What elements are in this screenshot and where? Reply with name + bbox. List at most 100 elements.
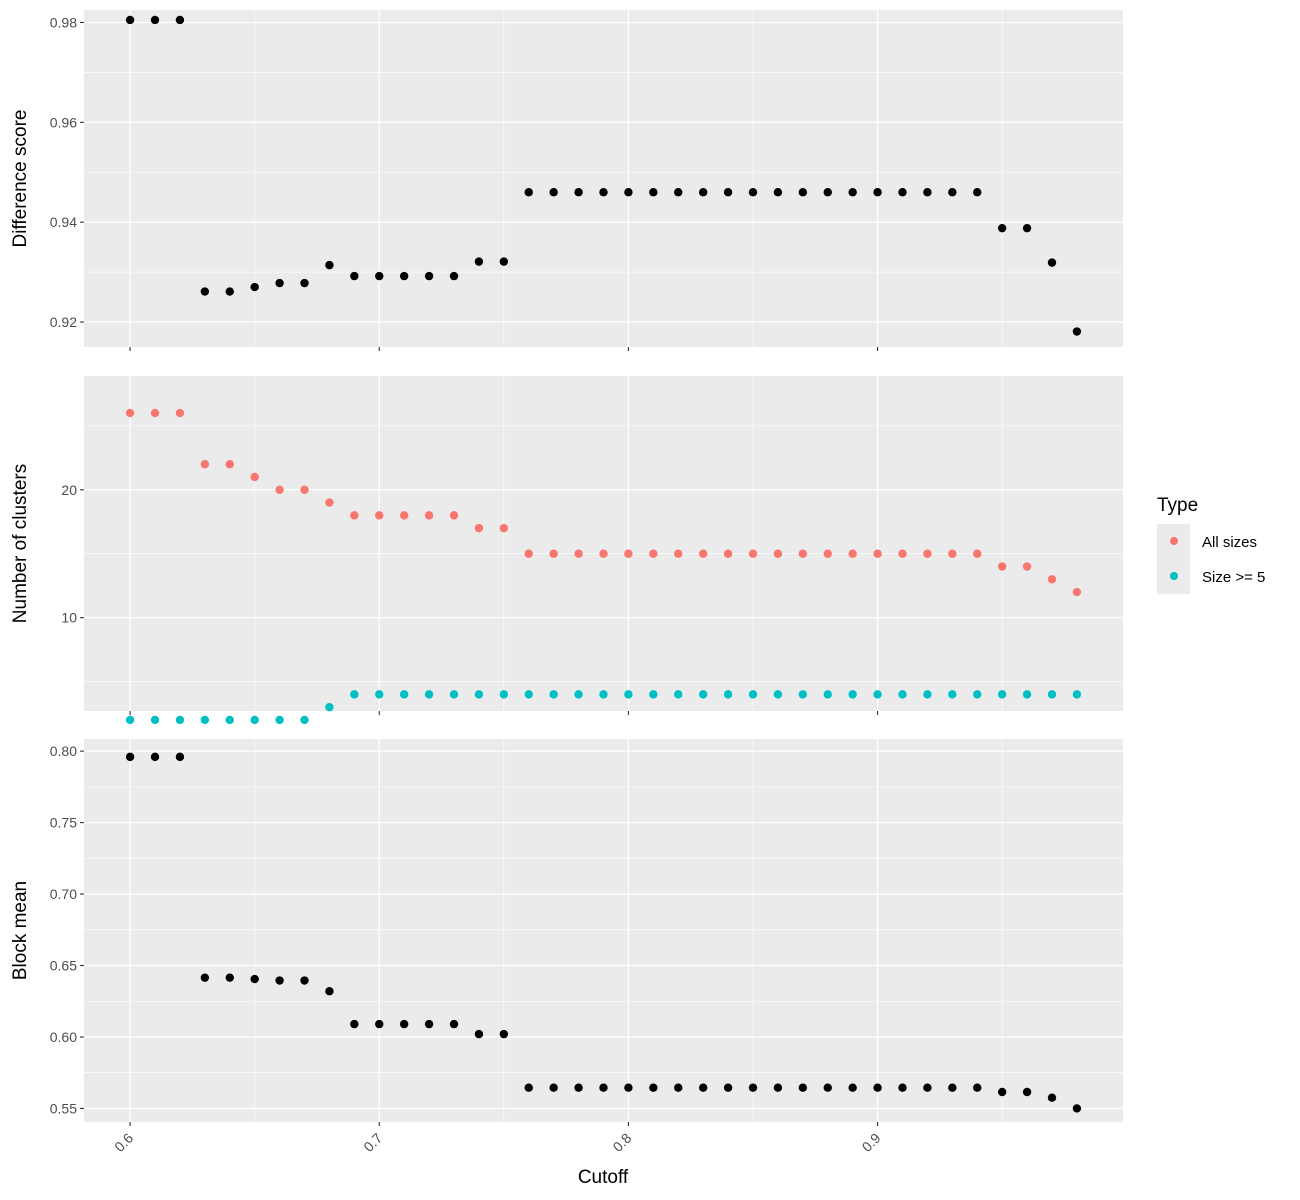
data-point [599, 549, 608, 558]
data-point [948, 549, 957, 558]
data-point [649, 188, 658, 197]
data-point [923, 549, 932, 558]
data-point [624, 188, 633, 197]
data-point [649, 690, 658, 699]
data-point [698, 188, 708, 197]
data-point [325, 987, 334, 996]
y-tick-label: 10 [61, 610, 77, 626]
data-point [674, 1083, 683, 1092]
data-point [300, 715, 309, 725]
data-point [424, 1019, 434, 1029]
data-point [848, 690, 857, 699]
data-point [723, 188, 733, 197]
data-point [250, 282, 259, 292]
data-point [200, 460, 210, 469]
data-point [474, 257, 484, 266]
data-point [125, 15, 135, 25]
data-point [649, 549, 658, 558]
data-point [973, 1083, 982, 1092]
data-point [125, 408, 135, 418]
data-point [973, 549, 982, 558]
data-point [1022, 1087, 1032, 1097]
data-point [325, 498, 334, 507]
data-point [350, 511, 359, 520]
data-point [1072, 1104, 1082, 1113]
data-point [474, 690, 484, 699]
y-tick-label: 0.75 [50, 815, 77, 831]
series-1 [125, 752, 1082, 1113]
data-point [923, 188, 932, 197]
data-point [399, 511, 409, 520]
data-point [773, 549, 783, 558]
data-point [1022, 223, 1032, 233]
series-1 [125, 15, 1082, 336]
data-point [424, 271, 434, 281]
data-point [1072, 327, 1082, 336]
legend-label-all-sizes: All sizes [1202, 534, 1257, 551]
data-point [997, 223, 1007, 233]
y-tick-label: 20 [61, 482, 77, 498]
data-point [923, 690, 932, 699]
data-point [748, 690, 758, 699]
x-tick-label: 0.8 [609, 1130, 634, 1155]
data-point [823, 549, 832, 558]
data-point [1047, 258, 1057, 267]
data-point [773, 690, 783, 699]
y-tick-label: 0.80 [50, 743, 77, 759]
x-tick-label: 0.7 [360, 1130, 385, 1155]
data-point [649, 1083, 658, 1092]
data-point [325, 702, 334, 712]
data-point [698, 690, 708, 699]
y-tick-label: 0.65 [50, 958, 77, 974]
x-tick-label: 0.9 [859, 1130, 884, 1155]
data-point [848, 188, 857, 197]
y-tick-label: 0.92 [50, 314, 77, 330]
data-point [474, 523, 484, 533]
data-point [873, 549, 882, 558]
data-point [150, 752, 160, 762]
data-point [723, 1083, 733, 1092]
panel-background [84, 739, 1123, 1122]
data-point [898, 188, 907, 197]
legend-label-size-ge-5: Size >= 5 [1202, 569, 1265, 586]
data-point [175, 408, 185, 418]
legend-title: Type [1157, 495, 1198, 516]
data-point [449, 1019, 459, 1029]
data-point [350, 690, 359, 699]
data-point [225, 973, 234, 982]
data-point [375, 690, 384, 699]
data-point [599, 1083, 608, 1092]
y-tick-label: 0.94 [50, 214, 77, 230]
data-point [1047, 575, 1057, 584]
data-point [549, 549, 558, 558]
y-tick-label: 0.55 [50, 1100, 77, 1116]
data-point [923, 1083, 932, 1092]
x-tick-label: 0.6 [111, 1130, 136, 1155]
data-point [798, 1083, 808, 1092]
data-point [798, 188, 808, 197]
y-axis-title: Number of clusters [10, 464, 31, 623]
data-point [375, 1019, 384, 1029]
data-point [848, 1083, 857, 1092]
data-point [125, 752, 135, 762]
data-point [200, 715, 210, 725]
x-axis: 0.6 0.7 0.8 0.9 [111, 1130, 884, 1155]
data-point [748, 188, 758, 197]
data-point [424, 690, 434, 699]
data-point [474, 1029, 484, 1039]
data-point [599, 188, 608, 197]
data-point [250, 472, 259, 482]
legend: Type All sizes Size >= 5 [1157, 495, 1265, 594]
y-tick-label: 0.70 [50, 886, 77, 902]
data-point [399, 690, 409, 699]
data-point [1072, 690, 1082, 699]
data-point [698, 549, 708, 558]
panel-3: 0.55 0.60 0.65 0.70 0.75 0.80 Block mean [10, 739, 1123, 1126]
data-point [524, 1083, 533, 1092]
y-tick-label: 0.98 [50, 14, 77, 30]
data-point [997, 690, 1007, 699]
data-point [848, 549, 857, 558]
data-point [275, 976, 284, 985]
data-point [1022, 562, 1032, 571]
